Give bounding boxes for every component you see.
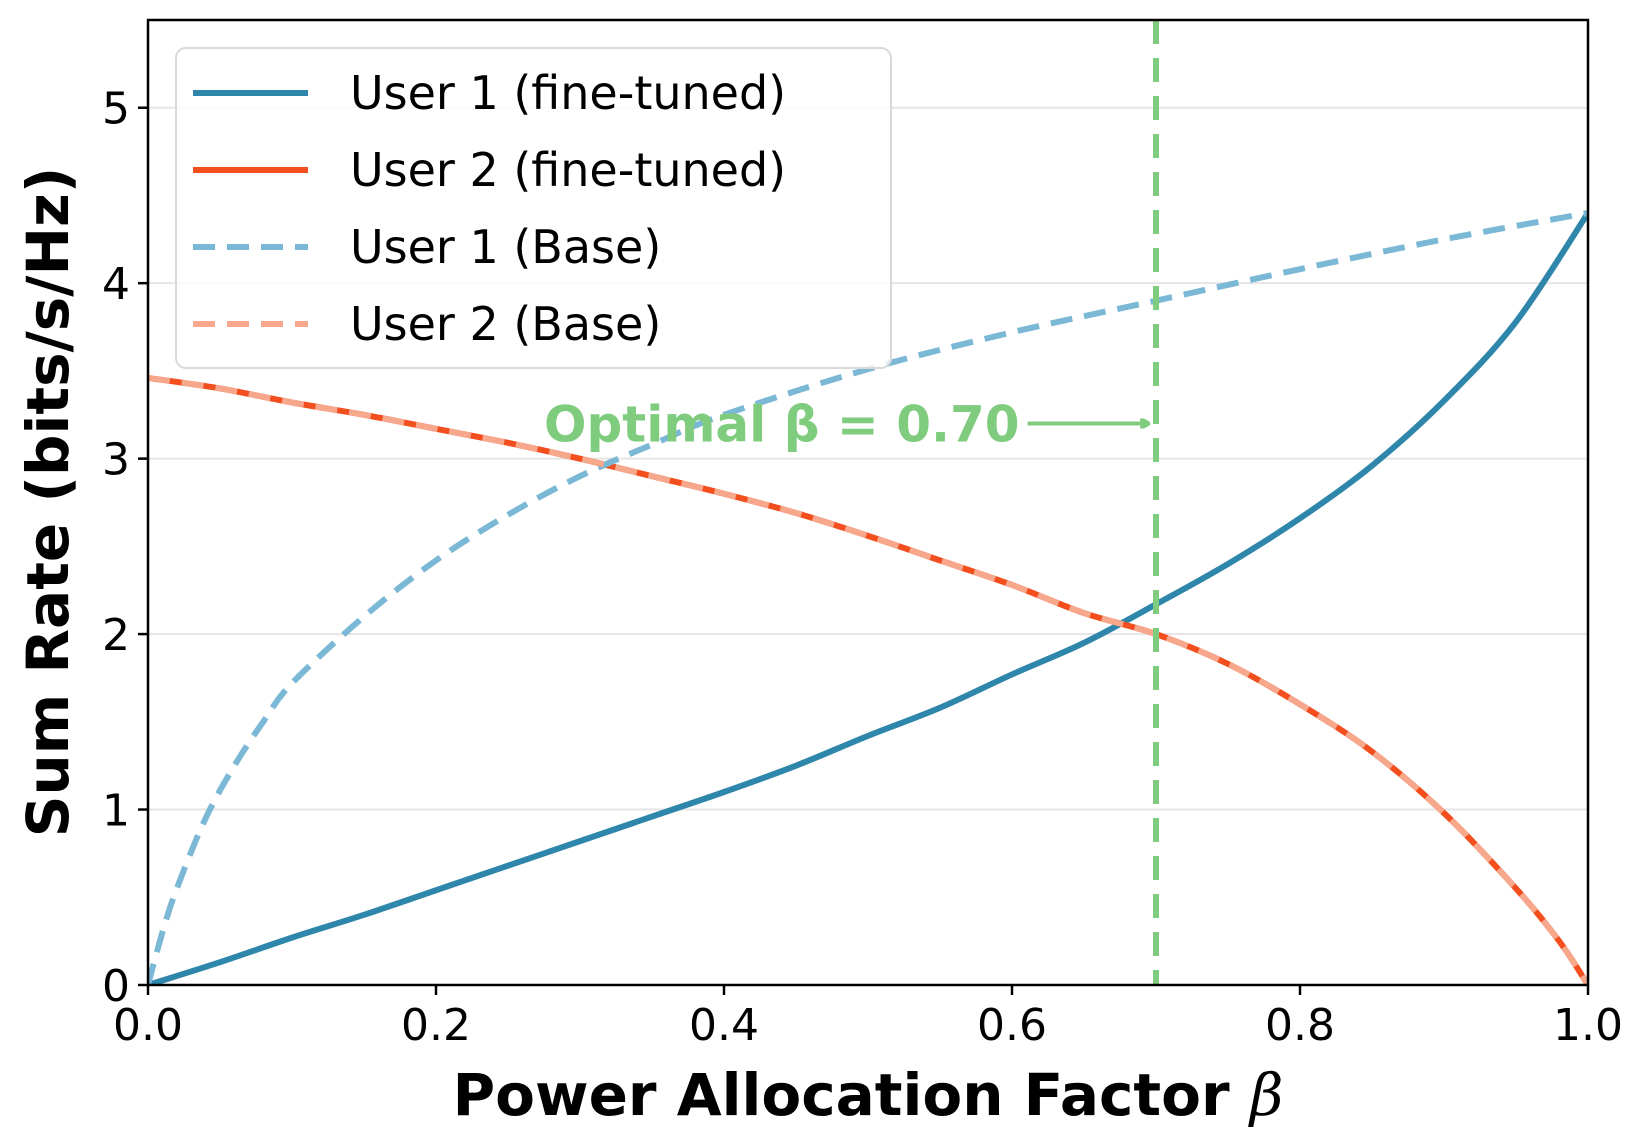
y-tick-label-0: 0: [102, 961, 130, 1012]
series-line-user1-base: [148, 210, 1588, 985]
legend-label-user2-finetuned: User 2 (fine-tuned): [350, 143, 786, 197]
series-line-user2-base: [148, 374, 1588, 985]
x-tick-label-3: 0.6: [977, 1000, 1047, 1051]
legend-label-user1-finetuned: User 1 (fine-tuned): [350, 66, 786, 120]
x-tick-label-2: 0.4: [689, 1000, 759, 1051]
y-tick-label-4: 4: [102, 259, 130, 310]
y-axis-title: Sum Rate (bits/s/Hz): [14, 167, 82, 838]
x-axis-title: Power Allocation Factor β: [453, 1061, 1284, 1129]
x-tick-label-1: 0.2: [401, 1000, 471, 1051]
optimal-annotation: Optimal β = 0.70: [544, 396, 1148, 454]
plot-frame: [146, 18, 1590, 987]
y-tick-label-2: 2: [102, 610, 130, 661]
y-axis-ticks: 0 1 2 3 4 5: [102, 84, 148, 1012]
x-tick-label-4: 0.8: [1265, 1000, 1335, 1051]
legend-box: [175, 47, 892, 369]
y-tick-label-1: 1: [102, 786, 130, 837]
y-tick-label-5: 5: [102, 84, 130, 135]
series-line-user1-finetuned: [148, 210, 1588, 985]
legend: User 1 (fine-tuned) User 2 (fine-tuned) Us…: [175, 47, 892, 369]
legend-label-user1-base: User 1 (Base): [350, 220, 661, 274]
optimal-beta-label: Optimal β = 0.70: [544, 396, 1020, 454]
y-tick-label-3: 3: [102, 435, 130, 486]
x-axis-ticks: 0.0 0.2 0.4 0.6 0.8 1.0: [113, 985, 1623, 1051]
x-tick-label-5: 1.0: [1553, 1000, 1623, 1051]
series-lines: [148, 210, 1588, 985]
x-tick-label-0: 0.0: [113, 1000, 183, 1051]
legend-label-user2-base: User 2 (Base): [350, 297, 661, 351]
